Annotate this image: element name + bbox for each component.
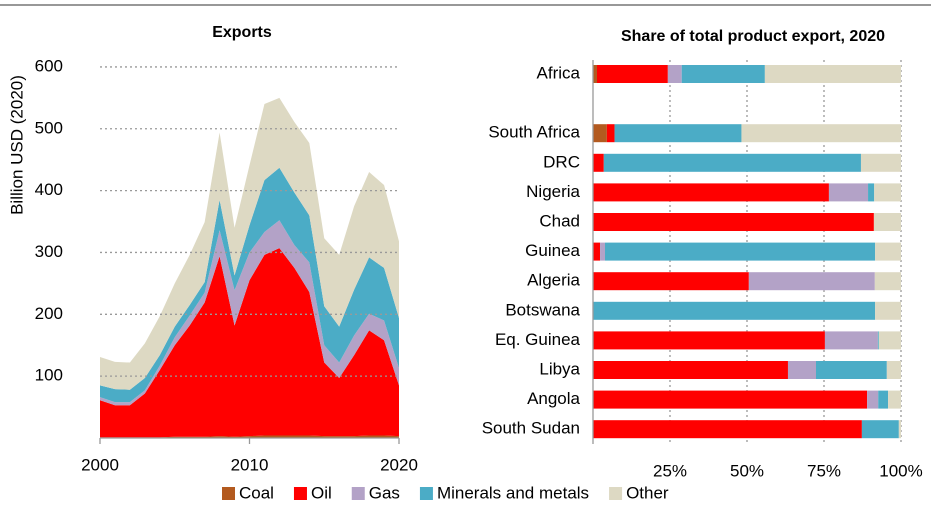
chart-title: Share of total product export, 2020: [621, 28, 885, 45]
x-tick-label: 2000: [81, 455, 119, 474]
y-tick-label: 300: [35, 242, 63, 261]
bar-segment: [593, 301, 876, 320]
x-tick-label: 2020: [380, 455, 418, 474]
y-tick-label: Algeria: [527, 271, 580, 290]
y-axis-label: Billion USD (2020): [7, 75, 26, 215]
bar-segment: [593, 153, 604, 172]
y-tick-label: 500: [35, 118, 63, 137]
bar-segment: [593, 420, 862, 439]
bar-segment: [606, 124, 615, 143]
bar-segment: [861, 420, 899, 439]
chart-title: Exports: [212, 24, 272, 41]
y-tick-label: 600: [35, 56, 63, 75]
y-tick-label: Guinea: [525, 241, 580, 260]
bar-segment: [603, 153, 861, 172]
legend-label: Coal: [239, 483, 274, 502]
y-tick-label: Botswana: [505, 300, 580, 319]
x-tick-label: 25%: [653, 461, 687, 480]
bar-segment: [860, 153, 901, 172]
bar-segment: [877, 331, 879, 350]
legend-swatch: [293, 487, 307, 500]
bar-segment: [874, 183, 901, 202]
bar-segment: [764, 65, 901, 83]
y-tick-label: 200: [35, 304, 63, 323]
y-tick-label: DRC: [543, 152, 580, 171]
area: [100, 220, 399, 406]
legend-swatch: [351, 487, 365, 500]
legend: Coal Oil Gas Minerals and metals Other: [222, 483, 669, 502]
bar-segment: [828, 183, 869, 202]
bar-segment: [593, 331, 825, 350]
legend-label: Oil: [311, 483, 332, 502]
bar-segment: [815, 361, 887, 379]
bar-segment: [741, 124, 901, 143]
y-tick-label: South Sudan: [482, 419, 580, 438]
bar-segment: [868, 183, 875, 202]
bar-segment: [886, 361, 901, 379]
y-tick-label: Nigeria: [526, 182, 580, 201]
bar-segment: [875, 242, 901, 261]
legend-swatch: [222, 487, 235, 500]
bar-segment: [874, 272, 901, 291]
bar-segment: [593, 213, 874, 231]
legend-swatch: [419, 487, 433, 500]
y-tick-label: South Africa: [488, 123, 580, 142]
area: [100, 97, 399, 390]
bar-segment: [593, 124, 607, 143]
bar-segment: [875, 301, 901, 320]
y-tick-label: Africa: [537, 63, 581, 82]
x-tick-label: 100%: [879, 461, 922, 480]
bar-segment: [667, 65, 682, 83]
bar-segment: [748, 272, 875, 291]
bar-segment: [593, 361, 788, 379]
bar-segment: [597, 65, 668, 83]
bar-segment: [867, 390, 879, 409]
bar-segment: [873, 213, 901, 231]
legend-swatch: [609, 487, 623, 500]
y-tick-label: Libya: [539, 359, 580, 378]
bar-segment: [681, 65, 765, 83]
bar-segment: [593, 242, 601, 261]
bar-segment: [593, 65, 598, 83]
bar-segment: [593, 390, 868, 409]
bar-segment: [898, 420, 901, 439]
legend-label: Other: [626, 483, 669, 502]
bar-segment: [878, 390, 889, 409]
bar-segment: [824, 331, 878, 350]
x-tick-label: 75%: [807, 461, 841, 480]
y-tick-label: Chad: [539, 211, 580, 230]
y-tick-label: Angola: [527, 389, 580, 408]
legend-label: Minerals and metals: [437, 483, 589, 502]
bar-segment: [614, 124, 742, 143]
bar-segment: [600, 242, 606, 261]
area: [100, 248, 399, 438]
bar-segment: [878, 331, 901, 350]
area: [100, 167, 399, 403]
bar-segment: [593, 183, 829, 202]
y-tick-label: 400: [35, 180, 63, 199]
legend-label: Gas: [369, 483, 400, 502]
x-tick-label: 50%: [730, 461, 764, 480]
y-tick-label: 100: [35, 366, 63, 385]
x-tick-label: 2010: [231, 455, 269, 474]
bar-segment: [593, 272, 749, 291]
bar-segment: [605, 242, 876, 261]
y-tick-label: Eq. Guinea: [495, 330, 581, 349]
bar-segment: [888, 390, 901, 409]
bar-segment: [787, 361, 816, 379]
